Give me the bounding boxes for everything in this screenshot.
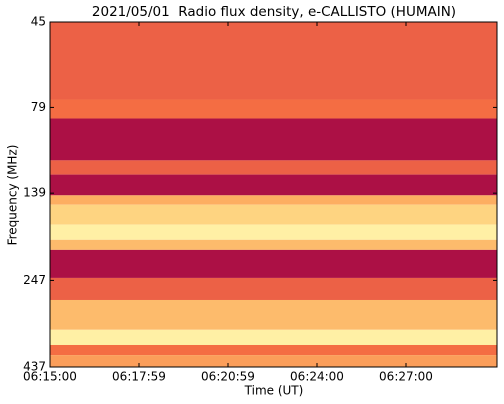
chart-title: 2021/05/01 Radio flux density, e-CALLIST… — [92, 4, 456, 20]
frequency-band — [50, 344, 497, 356]
y-tick-label: 247 — [23, 273, 46, 287]
frequency-band — [50, 22, 497, 100]
frequency-band — [50, 204, 497, 225]
y-tick-label: 139 — [23, 186, 46, 200]
frequency-band — [50, 195, 497, 205]
x-tick-label: 06:20:59 — [201, 370, 255, 384]
x-tick-label: 06:15:00 — [23, 370, 77, 384]
frequency-band — [50, 249, 497, 278]
y-tick-label: 45 — [31, 15, 46, 29]
x-axis-label: Time (UT) — [244, 384, 304, 398]
x-tick-label: 06:24:00 — [290, 370, 344, 384]
frequency-band — [50, 329, 497, 345]
frequency-band — [50, 277, 497, 300]
x-tick-label: 06:27:00 — [379, 370, 433, 384]
y-axis-label: Frequency (MHz) — [6, 145, 20, 246]
frequency-band — [50, 118, 497, 161]
frequency-band — [50, 355, 497, 367]
plot-frame — [49, 21, 498, 368]
frequency-band — [50, 299, 497, 330]
frequency-band — [50, 99, 497, 119]
y-tick-label: 437 — [23, 360, 46, 374]
x-tick-label: 06:17:59 — [112, 370, 166, 384]
frequency-band — [50, 174, 497, 196]
frequency-band — [50, 239, 497, 250]
frequency-band — [50, 224, 497, 240]
y-tick-label: 79 — [31, 100, 46, 114]
frequency-band — [50, 160, 497, 175]
plot-area — [50, 22, 497, 367]
